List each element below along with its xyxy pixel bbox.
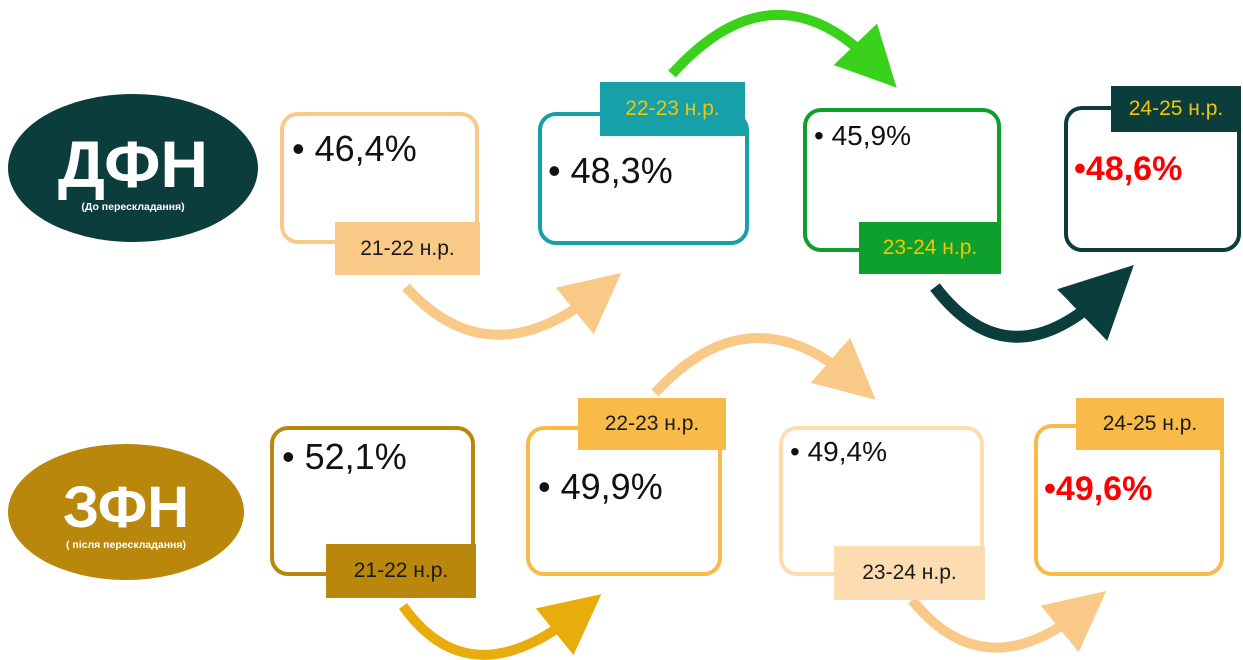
dfn-year-tag-2425: 24-25 н.р.: [1111, 86, 1241, 132]
arrow-zfn-2-to-3: [651, 333, 876, 400]
dfn-label-ellipse: ДФН (До перескладання): [8, 94, 258, 242]
arrow-dfn-3-to-4: [930, 264, 1134, 343]
zfn-value-2425: •49,6%: [1044, 470, 1153, 508]
zfn-year-tag-2223: 22-23 н.р.: [578, 398, 726, 450]
zfn-value-2122: • 52,1%: [282, 436, 407, 477]
arrow-zfn-1-to-2: [398, 594, 602, 660]
zfn-title: ЗФН: [62, 474, 190, 540]
dfn-value-2324: • 45,9%: [814, 120, 911, 151]
zfn-value-2324: • 49,4%: [790, 436, 887, 467]
arrow-zfn-3-to-4: [908, 591, 1107, 653]
dfn-subtitle: (До перескладання): [81, 200, 185, 213]
dfn-year-tag-2223: 22-23 н.р.: [600, 82, 745, 136]
zfn-box-2223: [526, 426, 722, 576]
dfn-value-2425: •48,6%: [1074, 150, 1183, 188]
zfn-label-ellipse: ЗФН ( після перескладання): [8, 444, 244, 580]
zfn-year-tag-2324: 23-24 н.р.: [834, 546, 985, 600]
dfn-value-2223: • 48,3%: [548, 150, 673, 191]
dfn-year-tag-2324: 23-24 н.р.: [859, 222, 1001, 274]
zfn-year-tag-2122: 21-22 н.р.: [326, 544, 476, 598]
zfn-year-tag-2425: 24-25 н.р.: [1076, 398, 1224, 450]
dfn-year-tag-2122: 21-22 н.р.: [335, 222, 480, 275]
zfn-value-2223: • 49,9%: [538, 466, 663, 507]
zfn-subtitle: ( після перескладання): [65, 538, 187, 551]
dfn-title: ДФН: [57, 126, 209, 201]
arrow-dfn-1-to-2: [402, 273, 622, 340]
dfn-value-2122: • 46,4%: [292, 128, 417, 169]
arrow-dfn-2-to-3: [668, 9, 897, 88]
